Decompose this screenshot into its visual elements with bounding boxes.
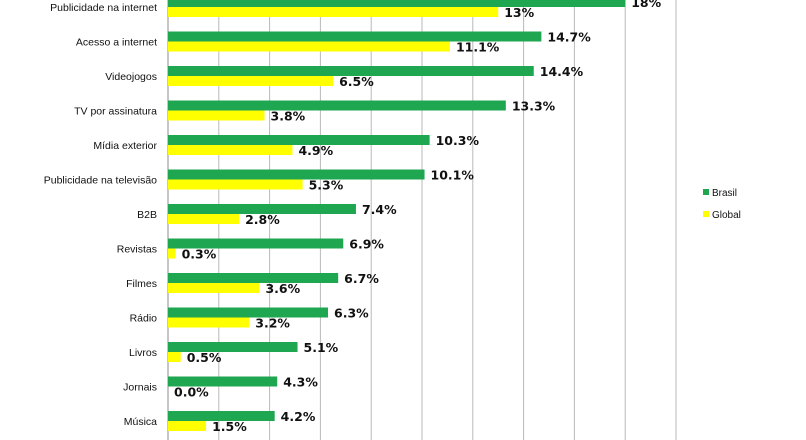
value-label-global-midia-exterior: 4.9%: [298, 143, 333, 158]
bar-brasil-radio: [168, 307, 329, 318]
category-labels: Publicidade na internet Acesso a internet…: [44, 2, 158, 428]
bar-brasil-tv-por-assinatura: [168, 100, 506, 111]
value-label-global-filmes: 3.6%: [265, 281, 300, 296]
bar-brasil-jornais: [168, 376, 278, 387]
bar-brasil-filmes: [168, 273, 339, 283]
bar-global-videojogos: [168, 76, 334, 86]
value-labels: 18% 13% 14.7% 11.1% 14.4% 6.5% 13.3% 3.8% 10.3% 4…: [174, 0, 662, 434]
value-label-brasil-videojogos: 14.4%: [540, 64, 584, 79]
category-label-livros: Livros: [129, 347, 157, 359]
value-label-global-revistas: 0.3%: [182, 247, 217, 262]
value-label-brasil-filmes: 6.7%: [344, 271, 379, 286]
bar-global-acesso-a-internet: [168, 41, 450, 52]
bar-global-livros: [168, 352, 181, 362]
bar-brasil-publicidade-na-internet: [168, 0, 626, 7]
value-label-global-b2b: 2.8%: [245, 212, 280, 227]
value-label-global-livros: 0.5%: [187, 350, 222, 365]
bar-brasil-publicidade-na-televisao: [168, 169, 425, 180]
value-label-global-publicidade-na-internet: 13%: [504, 5, 534, 20]
value-label-global-acesso-a-internet: 11.1%: [456, 40, 500, 55]
value-label-brasil-musica: 4.2%: [281, 409, 316, 424]
category-label-b2b: B2B: [137, 209, 157, 221]
category-label-publicidade-na-televisao: Publicidade na televisão: [44, 175, 157, 187]
value-label-brasil-publicidade-na-televisao: 10.1%: [431, 168, 475, 183]
category-label-midia-exterior: Mídia exterior: [93, 140, 157, 152]
legend-label-global: Global: [712, 210, 741, 221]
bar-global-b2b: [168, 214, 240, 224]
category-label-musica: Música: [124, 416, 157, 428]
bar-global-musica: [168, 421, 207, 431]
bar-brasil-livros: [168, 342, 298, 352]
bar-global-publicidade-na-televisao: [168, 179, 303, 190]
category-label-publicidade-na-internet: Publicidade na internet: [50, 2, 157, 14]
value-label-brasil-revistas: 6.9%: [349, 237, 384, 252]
category-label-jornais: Jornais: [123, 382, 157, 394]
value-label-brasil-acesso-a-internet: 14.7%: [547, 30, 591, 45]
category-label-filmes: Filmes: [126, 278, 157, 290]
bars: [168, 0, 626, 431]
legend-swatch-brasil: [703, 189, 709, 195]
value-label-global-musica: 1.5%: [212, 419, 247, 434]
category-label-videojogos: Videojogos: [105, 71, 157, 83]
value-label-global-tv-por-assinatura: 3.8%: [271, 109, 306, 124]
value-label-global-publicidade-na-televisao: 5.3%: [309, 178, 344, 193]
bar-brasil-midia-exterior: [168, 135, 430, 145]
bar-global-revistas: [168, 248, 176, 259]
value-label-brasil-livros: 5.1%: [304, 340, 339, 355]
bar-brasil-revistas: [168, 238, 344, 249]
value-label-global-jornais: 0.0%: [174, 385, 209, 400]
gridlines: [167, 0, 677, 440]
value-label-brasil-b2b: 7.4%: [362, 202, 397, 217]
bar-global-midia-exterior: [168, 145, 293, 155]
bar-brasil-acesso-a-internet: [168, 31, 542, 42]
bar-global-tv-por-assinatura: [168, 110, 265, 121]
value-label-brasil-radio: 6.3%: [334, 306, 369, 321]
category-label-acesso-a-internet: Acesso a internet: [76, 37, 157, 49]
value-label-global-videojogos: 6.5%: [339, 74, 374, 89]
value-label-brasil-tv-por-assinatura: 13.3%: [512, 99, 556, 114]
category-label-tv-por-assinatura: TV por assinatura: [74, 106, 157, 118]
category-label-radio: Rádio: [130, 313, 158, 325]
category-label-revistas: Revistas: [117, 244, 157, 256]
legend: Brasil Global: [703, 188, 741, 221]
value-label-global-radio: 3.2%: [255, 316, 290, 331]
bar-brasil-videojogos: [168, 66, 534, 76]
bar-brasil-musica: [168, 411, 275, 421]
bar-global-radio: [168, 317, 250, 328]
legend-swatch-global: [703, 211, 709, 217]
bar-global-filmes: [168, 283, 260, 293]
bar-brasil-b2b: [168, 204, 356, 214]
value-label-brasil-midia-exterior: 10.3%: [436, 133, 480, 148]
value-label-brasil-publicidade-na-internet: 18%: [631, 0, 661, 10]
legend-label-brasil: Brasil: [712, 188, 737, 199]
value-label-brasil-jornais: 4.3%: [283, 375, 318, 390]
bar-global-publicidade-na-internet: [168, 7, 499, 17]
